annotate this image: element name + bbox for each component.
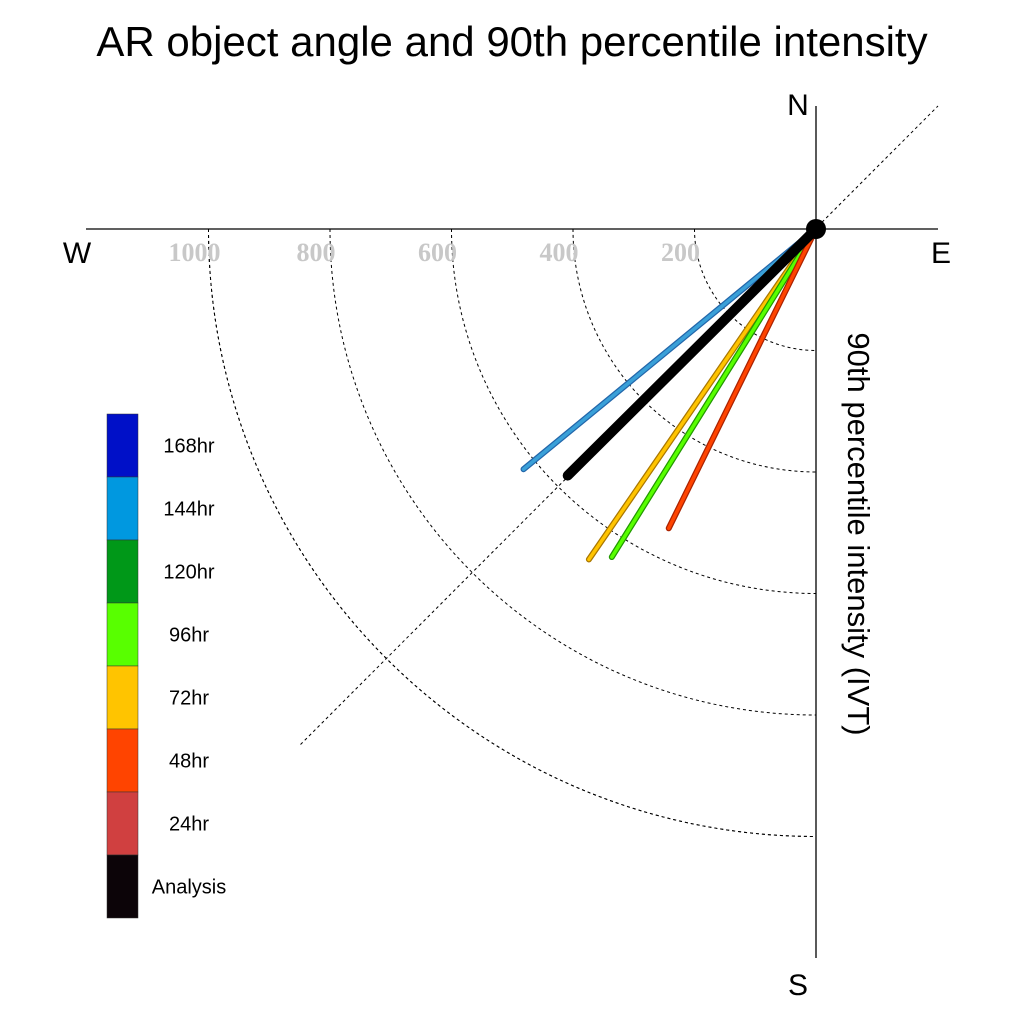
west-label: W <box>63 237 92 270</box>
legend: 168hr 144hr 120hr 96hr 72hr 48hr 24hr Analysis <box>106 413 226 919</box>
radial-tick-label-400: 400 <box>540 238 579 267</box>
series-vector-analysis <box>562 224 821 481</box>
legend-swatch-168hr <box>106 413 139 478</box>
legend-label-24hr: 24hr <box>169 814 209 836</box>
grid-arc-600 <box>451 228 817 594</box>
south-label: S <box>788 969 808 1002</box>
series-vector-144hr <box>521 227 818 471</box>
legend-swatch-144hr <box>106 476 139 541</box>
legend-swatch-48hr <box>106 728 139 793</box>
radial-tick-label-800: 800 <box>297 238 336 267</box>
legend-swatch-24hr <box>106 791 139 856</box>
grid-arc-400 <box>572 228 817 473</box>
grid-arc-200 <box>694 228 817 351</box>
legend-swatch-72hr <box>106 665 139 730</box>
chart-title: AR object angle and 90th percentile inte… <box>96 18 927 65</box>
legend-swatch-120hr <box>106 539 139 604</box>
series-layer <box>520 224 821 563</box>
legend-swatch-96hr <box>106 602 139 667</box>
east-label: E <box>931 237 951 270</box>
legend-label-analysis: Analysis <box>152 877 226 899</box>
series-vector-72hr <box>587 227 818 562</box>
radial-tick-label-200: 200 <box>661 238 700 267</box>
origin-marker <box>806 219 826 239</box>
radial-tick-label-1000: 1000 <box>169 238 221 267</box>
y-axis-label: 90th percentile intensity (IVT) <box>841 332 876 735</box>
legend-label-48hr: 48hr <box>169 751 209 773</box>
series-vector-48hr <box>667 227 818 531</box>
legend-label-120hr: 120hr <box>163 562 214 584</box>
legend-label-168hr: 168hr <box>163 436 214 458</box>
grid-arc-800 <box>329 228 817 716</box>
radial-tick-label-600: 600 <box>418 238 457 267</box>
legend-label-144hr: 144hr <box>163 499 214 521</box>
series-vector-96hr <box>610 227 818 559</box>
radial-tick-labels: 200 400 600 800 1000 <box>169 238 701 267</box>
legend-label-96hr: 96hr <box>169 625 209 647</box>
north-label: N <box>787 89 809 122</box>
legend-label-72hr: 72hr <box>169 688 209 710</box>
grid-arc-outer <box>208 228 817 837</box>
legend-swatch-analysis <box>106 854 139 919</box>
